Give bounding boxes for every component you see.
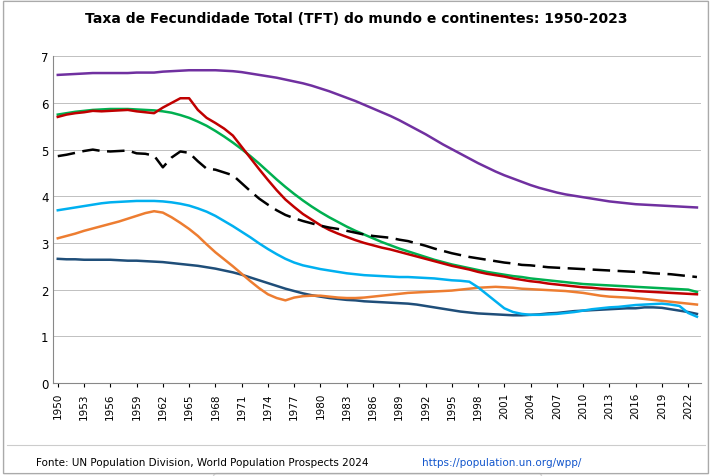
- Text: Taxa de Fecundidade Total (TFT) do mundo e continentes: 1950-2023: Taxa de Fecundidade Total (TFT) do mundo…: [85, 12, 627, 26]
- Text: Fonte: UN Population Division, World Population Prospects 2024: Fonte: UN Population Division, World Pop…: [36, 457, 372, 467]
- Text: https://population.un.org/wpp/: https://population.un.org/wpp/: [422, 457, 581, 467]
